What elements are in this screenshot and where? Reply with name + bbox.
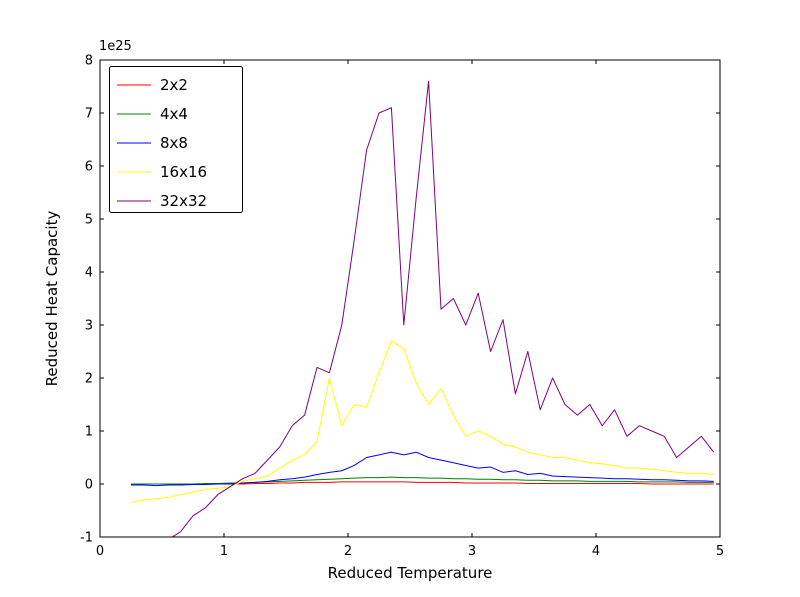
legend-label-32x32: 32x32 <box>160 192 207 210</box>
y-tick-label: 5 <box>85 213 93 228</box>
plot-area <box>130 80 715 537</box>
axis-ticks <box>99 59 721 538</box>
axes-frame <box>99 59 721 538</box>
x-tick-label: 4 <box>592 544 600 559</box>
y-tick-label: 8 <box>85 54 93 69</box>
y-tick-label: 4 <box>85 266 93 281</box>
y-axis-offset-label: 1e25 <box>99 39 132 54</box>
x-tick-label: 3 <box>468 544 476 559</box>
legend: 2x2 4x4 8x8 16x16 32x32 <box>109 66 243 213</box>
series-line-8x8 <box>131 451 714 487</box>
y-tick-label: 2 <box>85 372 93 387</box>
x-tick-label: 2 <box>344 544 352 559</box>
series-line-32x32 <box>171 80 715 537</box>
legend-label-16x16: 16x16 <box>160 163 207 181</box>
x-axis-label: Reduced Temperature <box>328 564 493 582</box>
y-tick-label: 3 <box>85 319 93 334</box>
x-tick-label: 0 <box>96 544 104 559</box>
x-tick-label: 5 <box>716 544 724 559</box>
legend-label-8x8: 8x8 <box>160 134 188 152</box>
y-tick-label: 1 <box>85 425 93 440</box>
series-line-16x16 <box>130 340 714 504</box>
y-tick-label: 0 <box>85 478 93 493</box>
y-tick-label: 7 <box>85 107 93 122</box>
y-tick-label: -1 <box>80 531 93 546</box>
legend-box <box>109 66 243 213</box>
legend-label-4x4: 4x4 <box>160 105 188 123</box>
series-line-4x4 <box>131 476 714 485</box>
y-tick-label: 6 <box>85 160 93 175</box>
legend-label-2x2: 2x2 <box>160 76 188 94</box>
x-tick-label: 1 <box>220 544 228 559</box>
y-axis-label: Reduced Heat Capacity <box>43 211 61 387</box>
